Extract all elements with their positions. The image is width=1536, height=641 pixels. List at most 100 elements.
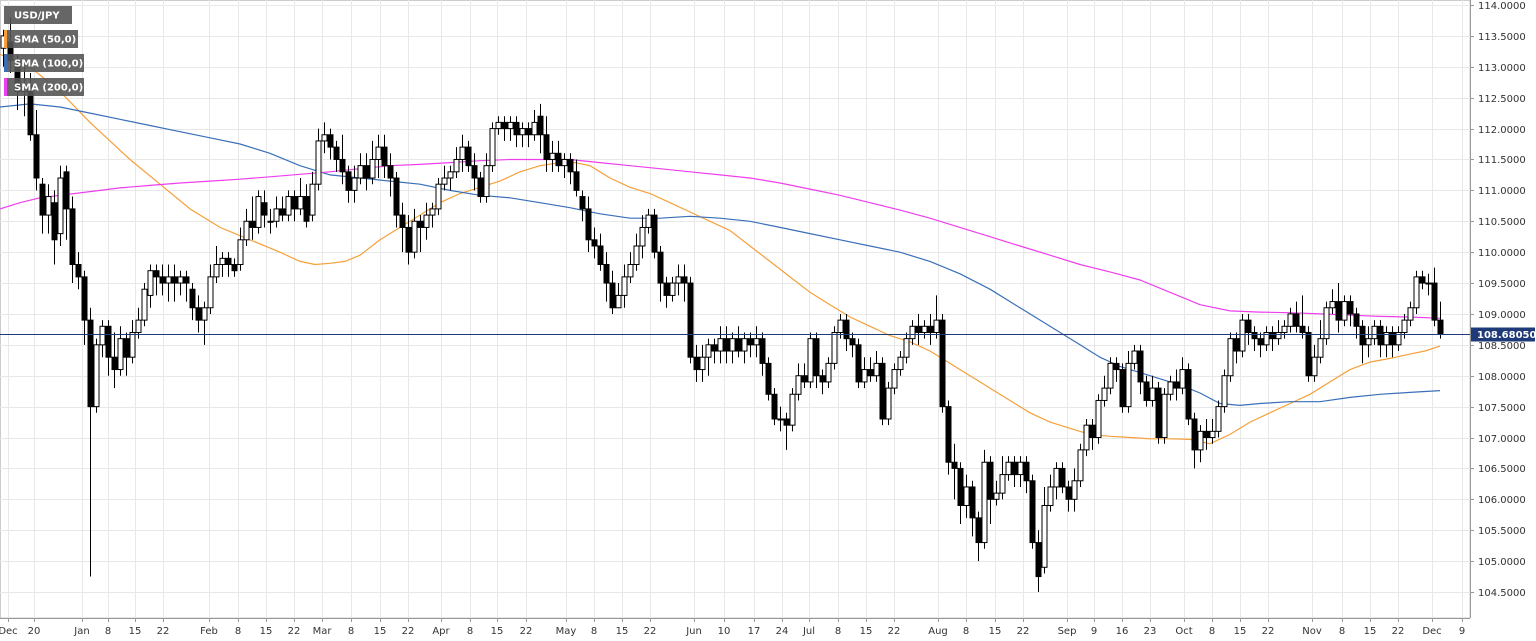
candle <box>651 208 658 259</box>
candle-body-down <box>1185 369 1192 420</box>
candle <box>363 153 370 191</box>
candle <box>393 171 400 228</box>
candle <box>1149 375 1156 407</box>
candle-body-up <box>729 338 736 352</box>
candle-body-up <box>903 338 910 358</box>
candle <box>591 227 598 259</box>
candle-body-up <box>777 418 784 421</box>
candle <box>975 511 982 562</box>
candle-body-down <box>183 276 190 284</box>
candle <box>957 462 964 525</box>
candle <box>765 357 772 401</box>
candle-body-up <box>321 134 328 142</box>
candle-body-down <box>1119 369 1126 408</box>
legend-box <box>4 54 84 72</box>
candle-body-down <box>537 115 544 136</box>
candle <box>1173 369 1180 401</box>
legend-box <box>4 6 72 24</box>
candle-body-up <box>375 146 382 160</box>
candle-body-up <box>1413 276 1420 309</box>
price-label: 108.68050 <box>1477 330 1536 341</box>
candle <box>999 456 1006 500</box>
candle-body-up <box>459 146 466 160</box>
candle <box>903 332 910 364</box>
candle <box>927 313 934 345</box>
candle-body-up <box>531 121 538 136</box>
x-tick-label: 22 <box>157 626 170 637</box>
candle-body-down <box>525 128 532 136</box>
candle <box>783 412 790 450</box>
candle-body-down <box>765 362 772 395</box>
candle-body-down <box>687 282 694 358</box>
candle <box>417 215 424 253</box>
candle-body-down <box>1143 381 1150 401</box>
candle-body-down <box>171 276 178 284</box>
candle <box>177 270 184 296</box>
y-tick-label: 107.0000 <box>1478 434 1526 445</box>
candle-body-up <box>837 319 844 333</box>
candle <box>1377 320 1384 358</box>
candle <box>531 110 538 141</box>
candle <box>969 480 976 537</box>
candle <box>885 381 892 426</box>
candle <box>585 196 592 253</box>
x-axis: Dec 20 Jan 8 15 22 Feb 8 15 22 Mar 8 15 22 Apr 8 15 22 May… <box>0 618 1470 637</box>
candle <box>1059 462 1066 494</box>
candle <box>813 332 820 389</box>
candle-body-up <box>1425 282 1432 285</box>
candle <box>759 332 766 376</box>
candle <box>237 227 244 271</box>
candle <box>1239 313 1246 358</box>
candle-body-up <box>909 325 916 340</box>
candle <box>981 449 988 549</box>
candle-body-up <box>1215 406 1222 432</box>
candle <box>471 153 478 191</box>
candle-body-up <box>45 196 52 216</box>
candle-body-down <box>231 264 238 272</box>
candle-body-down <box>1359 325 1366 346</box>
candle-body-down <box>105 325 112 358</box>
candle-body-up <box>1131 350 1138 364</box>
candle-body-down <box>573 171 580 191</box>
candle-body-up <box>357 165 364 179</box>
candle <box>1359 320 1366 364</box>
candle-body-down <box>735 338 742 352</box>
candle <box>375 134 382 179</box>
candle-body-down <box>33 134 40 179</box>
candle <box>1329 289 1336 314</box>
x-tick-label: 15 <box>616 626 629 637</box>
candle <box>1185 363 1192 426</box>
candle-body-up <box>1317 338 1324 358</box>
candle-body-up <box>1125 362 1132 408</box>
candle <box>939 313 946 413</box>
candle <box>1281 320 1288 339</box>
y-tick-label: 107.5000 <box>1478 403 1526 414</box>
candle <box>183 270 190 302</box>
candle <box>303 184 310 228</box>
x-tick-label: 15 <box>491 626 504 637</box>
candle <box>1191 412 1198 469</box>
y-tick-label: 105.0000 <box>1478 557 1526 568</box>
candle-body-up <box>933 319 940 333</box>
candle-body-down <box>1035 542 1042 578</box>
candle-body-down <box>1191 418 1198 451</box>
candle-body-up <box>633 245 640 266</box>
candle-body-down <box>939 319 946 408</box>
candle-body-up <box>1275 331 1282 340</box>
candle <box>255 190 262 234</box>
candle <box>429 202 436 228</box>
candle-body-down <box>87 319 94 408</box>
candle-body-down <box>975 517 982 544</box>
candle <box>525 122 532 148</box>
candle-body-down <box>747 338 754 346</box>
candle <box>711 338 718 364</box>
candle <box>231 258 238 277</box>
candle-body-up <box>213 264 220 278</box>
candle <box>1203 418 1210 450</box>
candle-body-down <box>849 338 856 346</box>
candle <box>1053 462 1060 500</box>
candle-body-up <box>921 325 928 333</box>
candle <box>915 313 922 345</box>
candle-body-down <box>771 393 778 420</box>
candle-body-up <box>1005 461 1012 476</box>
